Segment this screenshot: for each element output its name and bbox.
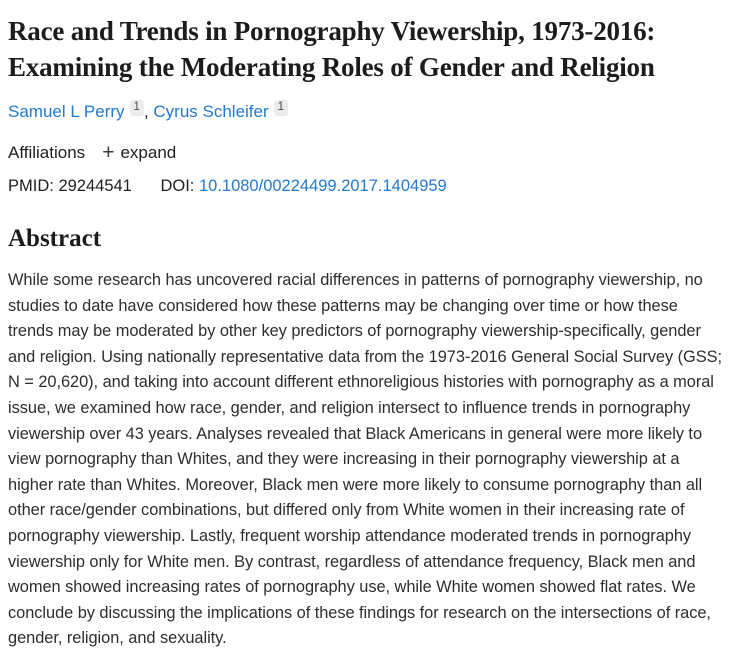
doi-link[interactable]: 10.1080/00224499.2017.1404959 — [198, 177, 447, 195]
affiliations-label: Affiliations — [8, 143, 86, 162]
article-title: Race and Trends in Pornography Viewershi… — [8, 16, 656, 82]
doi-item: DOI: 10.1080/00224499.2017.1404959 — [160, 177, 446, 195]
article-abstract-page: Race and Trends in Pornography Viewershi… — [8, 16, 723, 652]
plus-icon: + — [102, 141, 115, 164]
pmid-item: PMID: 29244541 — [8, 177, 136, 195]
doi-label: DOI: — [160, 177, 195, 195]
author-link-cyrus-schleifer[interactable]: Cyrus Schleifer — [153, 102, 269, 121]
author-item: Cyrus Schleifer 1 — [153, 100, 289, 121]
pmid-value: 29244541 — [58, 177, 132, 195]
authors-list: Samuel L Perry 1, Cyrus Schleifer 1 — [8, 100, 723, 124]
author-separator: , — [143, 102, 154, 121]
affiliations-row: Affiliations + expand — [8, 141, 723, 165]
affiliation-marker-badge[interactable]: 1 — [273, 100, 289, 116]
affiliation-marker-badge[interactable]: 1 — [129, 100, 144, 116]
author-link-samuel-l-perry[interactable]: Samuel L Perry — [8, 102, 125, 121]
abstract-text: While some research has uncovered racial… — [8, 271, 723, 648]
abstract-section: Abstract While some research has uncover… — [8, 224, 723, 652]
abstract-heading: Abstract — [8, 225, 102, 252]
author-item: Samuel L Perry 1 — [8, 100, 144, 121]
affiliations-expand-button[interactable]: + expand — [102, 141, 176, 165]
pmid-label: PMID: — [8, 177, 54, 195]
identifiers-row: PMID: 29244541 DOI: 10.1080/00224499.201… — [8, 174, 723, 198]
expand-label: expand — [120, 143, 177, 162]
